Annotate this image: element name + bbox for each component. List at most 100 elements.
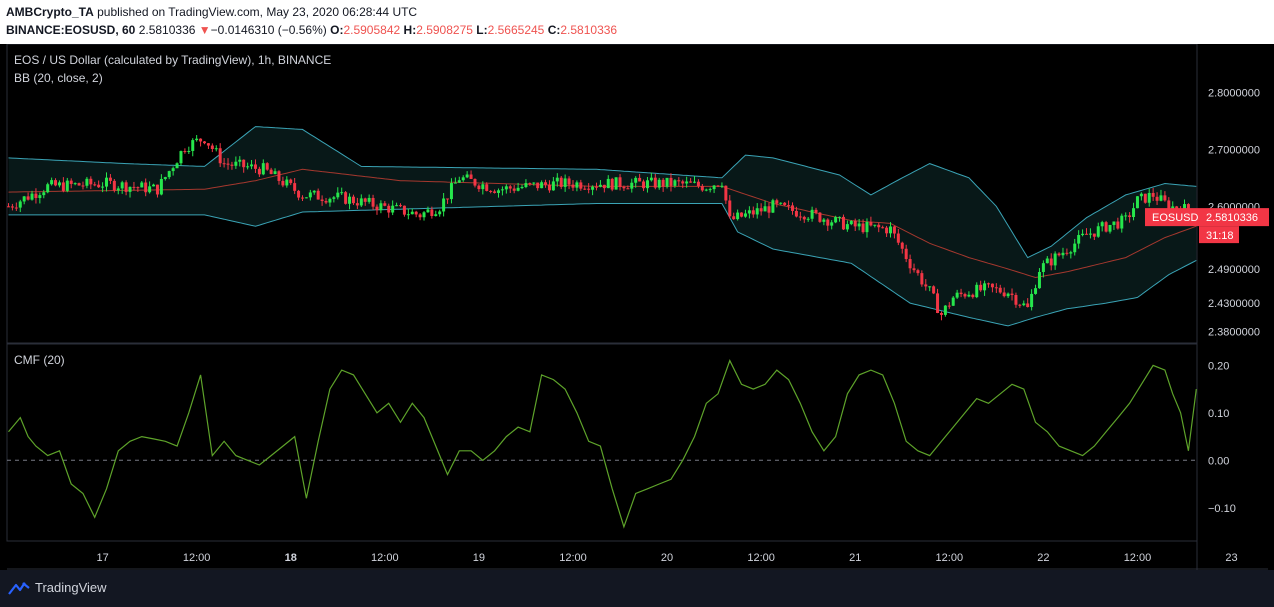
candle-body: [1128, 215, 1132, 218]
candle-body: [802, 216, 806, 220]
cmf-line: [8, 359, 1197, 529]
candle-body: [814, 209, 818, 213]
last-price: 2.5810336: [138, 23, 196, 37]
candle-body: [175, 163, 179, 169]
candle-body: [497, 190, 500, 193]
candle-body: [442, 198, 446, 212]
candle-body: [1018, 304, 1022, 306]
candle-body: [763, 206, 767, 212]
candle-body: [191, 140, 195, 151]
candle-body: [1073, 243, 1077, 253]
candle-body: [1124, 215, 1128, 217]
candle-body: [473, 178, 477, 186]
candle-body: [618, 177, 622, 187]
candle-body: [1022, 303, 1026, 306]
price-axis-tick-label: 2.8000000: [1208, 87, 1260, 99]
candle-body: [383, 203, 387, 206]
candle-body: [877, 224, 881, 228]
candle-body: [140, 182, 144, 188]
candle-body: [242, 159, 246, 168]
candle-body: [348, 196, 352, 204]
candle-body: [767, 206, 771, 213]
current-price-label-bg: [1145, 208, 1269, 227]
candle-body: [206, 143, 210, 146]
time-axis-tick-label: 22: [1037, 552, 1049, 564]
cmf-indicator-label: CMF (20): [14, 353, 65, 367]
candle-body: [285, 179, 289, 186]
candle-body: [936, 293, 940, 314]
candle-body: [1143, 193, 1147, 203]
candle-body: [418, 214, 422, 218]
author-name[interactable]: AMBCrypto_TA: [6, 5, 94, 19]
candle-body: [124, 182, 128, 192]
candle-body: [163, 177, 167, 179]
candle-body: [187, 150, 191, 152]
candle-body: [1116, 221, 1120, 229]
candle-body: [536, 182, 540, 189]
candle-body: [1108, 224, 1112, 232]
candle-body: [649, 177, 653, 181]
candle-body: [1077, 235, 1081, 244]
tradingview-brand[interactable]: TradingView: [8, 580, 107, 595]
candle-body: [1135, 196, 1139, 209]
chart-area[interactable]: 2.80000002.70000002.60000002.552.4900000…: [0, 44, 1274, 570]
candle-body: [990, 283, 994, 288]
candle-body: [1120, 215, 1124, 229]
candle-body: [1034, 288, 1038, 294]
candle-body: [987, 283, 990, 285]
current-price-symbol: EOSUSD: [1152, 212, 1199, 224]
candle-body: [273, 171, 277, 175]
candle-body: [406, 214, 410, 216]
candle-body: [736, 212, 740, 220]
candle-body: [1175, 206, 1179, 210]
candle-body: [955, 292, 959, 298]
candle-body: [367, 197, 371, 202]
candle-body: [477, 185, 481, 190]
candle-body: [485, 184, 489, 191]
bollinger-upper-line: [8, 126, 1197, 259]
candle-body: [700, 186, 704, 191]
candle-body: [453, 182, 457, 184]
time-axis-tick-label: 12:00: [559, 552, 587, 564]
candle-body: [1147, 192, 1151, 203]
high-value: 2.5908275: [416, 23, 473, 37]
candle-body: [469, 174, 473, 179]
candle-body: [826, 219, 830, 226]
candle-body: [65, 180, 69, 191]
candle-body: [253, 164, 257, 169]
candle-body: [457, 180, 461, 183]
candle-body: [46, 184, 50, 193]
candle-body: [246, 166, 250, 168]
symbol-interval: BINANCE:EOSUSD, 60: [6, 23, 136, 37]
candle-body: [351, 196, 355, 204]
candle-body: [504, 186, 508, 190]
time-axis-tick-label: 12:00: [936, 552, 964, 564]
price-axis-tick-label: 2.7000000: [1208, 144, 1260, 156]
candle-body: [971, 294, 975, 298]
candle-body: [634, 177, 638, 183]
candle-body: [1085, 233, 1088, 235]
candle-body: [598, 184, 602, 187]
candle-body: [661, 179, 665, 187]
candle-body: [794, 210, 798, 217]
candle-body: [18, 201, 22, 208]
candle-body: [642, 181, 646, 189]
candle-body: [38, 195, 42, 198]
candle-body: [626, 188, 630, 190]
candle-body: [387, 205, 391, 213]
candle-body: [422, 212, 426, 218]
candle-body: [544, 182, 548, 185]
candle-body: [583, 188, 587, 190]
candle-body: [743, 213, 747, 217]
candle-body: [1014, 294, 1018, 305]
candle-body: [152, 184, 156, 187]
candle-body: [732, 216, 736, 220]
candle-body: [587, 188, 591, 190]
candle-body: [857, 223, 861, 227]
candle-body: [845, 224, 849, 230]
candle-body: [673, 180, 677, 186]
candle-body: [551, 181, 555, 191]
candle-body: [998, 287, 1002, 293]
candle-body: [375, 206, 379, 211]
candle-body: [332, 197, 336, 199]
